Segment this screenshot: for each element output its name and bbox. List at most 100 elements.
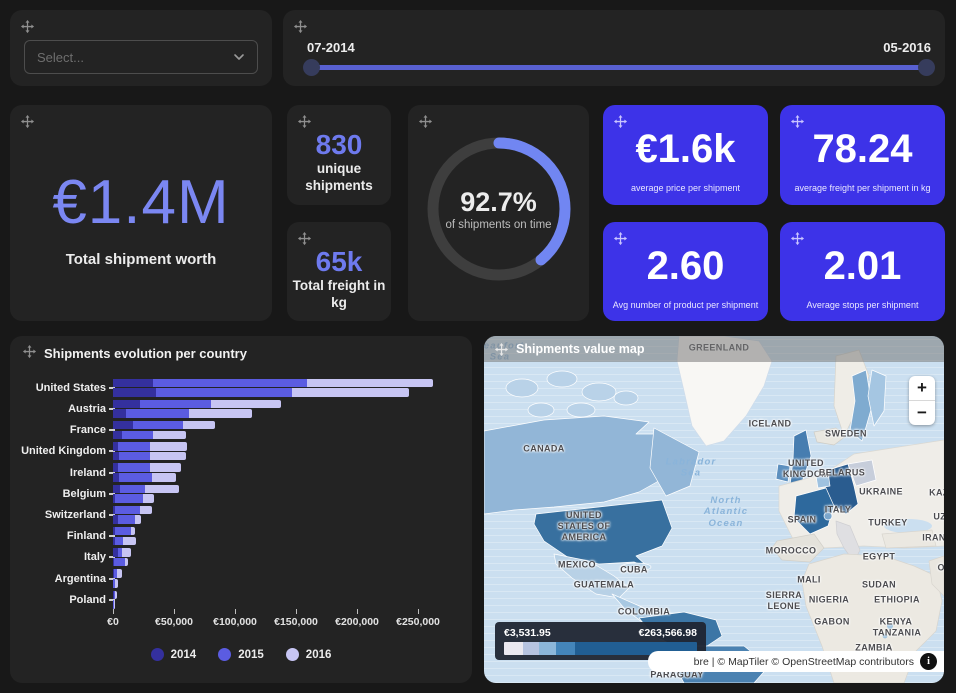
x-axis-tick [113,609,114,614]
zoom-in-button[interactable]: + [917,378,927,397]
bar-segment-2015 [119,451,150,461]
on-time-label: of shipments on time [445,219,552,231]
bar-segment-2016 [139,505,153,515]
bar-segment-2014 [113,463,118,472]
on-time-percent: 92.7% [460,187,537,217]
bar-segment-2016 [153,430,187,440]
scale-segment [556,642,576,655]
legend-item-2014[interactable]: 2014 [150,648,197,661]
drag-handle-icon[interactable] [790,231,805,246]
drag-handle-icon[interactable] [613,114,628,129]
slider-handle-end[interactable] [918,59,935,76]
map-country-label: SWEDEN [825,428,867,439]
drag-handle-icon[interactable] [22,344,37,359]
bar-segment-2014 [113,484,121,493]
kpi-total-worth-label: Total shipment worth [65,251,217,268]
bar-segment-2015 [126,409,189,418]
kpi-avg-freight-label: average freight per shipment in kg [794,183,931,193]
drag-handle-icon[interactable] [790,114,805,129]
map-country-label: CANADA [523,443,565,454]
bar-segment-2015 [155,388,293,397]
bar-chart-card: Shipments evolution per country United S… [10,336,472,683]
map-ocean-label: Labrador Sea [665,456,717,479]
bar-segment-2014 [113,388,156,397]
map-country-label: COLOMBIA [617,606,671,617]
bar-segment-2014 [113,442,118,451]
bar [113,600,116,609]
drag-handle-icon[interactable] [613,231,628,246]
map-country-label: TANZANIA [872,627,922,638]
map-titlebar: Shipments value map [484,336,944,362]
map-country-label: GABON [814,616,850,627]
bar-segment-2015 [115,526,132,536]
drag-handle-icon[interactable] [494,342,509,357]
bar [113,473,177,482]
map-country-label: SIERRA LEONE [765,590,803,611]
drag-handle-icon[interactable] [293,19,308,34]
bar-category-label: France [69,424,106,437]
bar [113,579,118,588]
map-country-label: ITALY [824,504,852,515]
bar-segment-2015 [117,515,135,524]
bar-segment-2014 [113,536,116,546]
map-country-label: UNITED STATES OF AMERICA [557,509,611,542]
bar-category-tick [109,535,115,538]
map-scale-min: €3,531.95 [504,627,551,639]
kpi-avg-price-label: average price per shipment [630,183,741,193]
legend-label: 2014 [170,648,197,661]
zoom-out-button[interactable]: − [917,403,927,422]
x-axis-label: €150,000 [274,616,318,628]
bar-segment-2015 [115,536,123,546]
bar-segment-2015 [113,590,115,599]
legend-item-2015[interactable]: 2015 [218,648,264,661]
bar-segment-2014 [113,590,114,599]
map-country-label: ETHIOPIA [874,594,920,605]
bar-category-label: United States [35,381,106,394]
bar-segment-2014 [113,378,154,387]
filter-select[interactable]: Select... [24,40,258,74]
info-icon[interactable]: i [920,653,937,670]
bar-segment-2015 [113,600,115,609]
bar-segment-2016 [149,451,187,461]
x-axis-tick [418,609,419,614]
bar [113,430,187,440]
scale-segment [538,642,557,655]
bar [113,526,135,536]
map-country-label: KENYA [879,616,913,627]
x-axis-label: €50,000 [155,616,193,628]
x-axis-tick [235,609,236,614]
bar-segment-2016 [210,399,282,409]
kpi-total-freight-card: 65k Total freight in kg [287,222,391,321]
zoom-divider [909,400,935,401]
slider-handle-start[interactable] [303,59,320,76]
bar-segment-2014 [113,409,127,418]
kpi-total-freight-label: Total freight in kg [292,278,386,310]
legend-item-2016[interactable]: 2016 [285,648,331,661]
drag-handle-icon[interactable] [297,231,312,246]
bar-segment-2016 [134,515,142,524]
bar [113,505,153,515]
kpi-unique-shipments-label: unique shipments [305,161,373,193]
bar-segment-2016 [144,484,179,493]
drag-handle-icon[interactable] [418,114,433,129]
bar-chart-legend: 2014 2015 2016 [10,648,472,661]
map-country-label: UZBEKISTAN [933,511,944,522]
bar-category-label: Belgium [62,487,106,500]
x-axis-label: €100,000 [213,616,257,628]
date-range-slider[interactable] [303,59,935,76]
drag-handle-icon[interactable] [20,114,35,129]
drag-handle-icon[interactable] [297,114,312,129]
bar-segment-2015 [153,378,307,387]
x-axis-label: €200,000 [335,616,379,628]
bar-segment-2016 [114,590,117,599]
bar [113,409,253,418]
map-zoom-control: + − [909,376,935,425]
drag-handle-icon[interactable] [20,19,35,34]
bar-segment-2015 [115,505,140,515]
bar-segment-2016 [125,557,128,567]
bar [113,463,182,472]
on-time-donut-chart: 92.7% of shipments on time [419,129,579,289]
bar-segment-2016 [292,388,410,397]
bar [113,590,117,599]
